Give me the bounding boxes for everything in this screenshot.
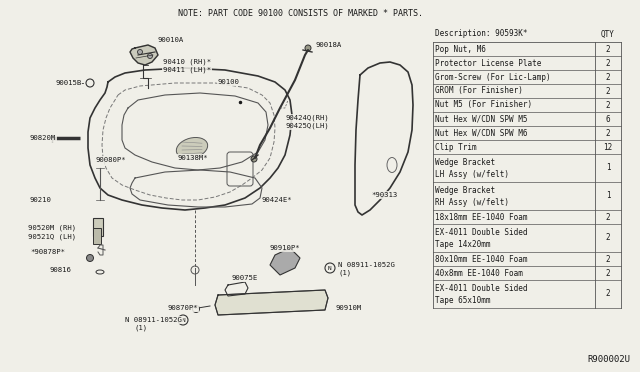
- Circle shape: [138, 49, 143, 55]
- Text: 90816: 90816: [50, 267, 72, 273]
- Text: 2: 2: [605, 100, 611, 109]
- Text: 90424E*: 90424E*: [262, 197, 292, 203]
- Polygon shape: [270, 248, 300, 275]
- Text: N: N: [328, 266, 332, 270]
- Text: 90820M: 90820M: [30, 135, 56, 141]
- Text: Protector License Plate: Protector License Plate: [435, 58, 541, 67]
- Text: N 08911-1052G: N 08911-1052G: [338, 262, 395, 268]
- Text: Clip Trim: Clip Trim: [435, 142, 477, 151]
- Text: 12: 12: [604, 142, 612, 151]
- Text: Description: 90593K*: Description: 90593K*: [435, 29, 527, 38]
- Polygon shape: [215, 290, 328, 315]
- Text: 90910P*: 90910P*: [270, 245, 301, 251]
- Text: 2: 2: [605, 45, 611, 54]
- Text: *90313: *90313: [372, 192, 398, 198]
- Text: 90015B: 90015B: [55, 80, 81, 86]
- Text: RH Assy (w/felt): RH Assy (w/felt): [435, 198, 509, 207]
- Text: 90138M*: 90138M*: [178, 155, 209, 161]
- Text: Nut Hex W/CDN SPW M6: Nut Hex W/CDN SPW M6: [435, 128, 527, 138]
- Text: 90410 (RH)*: 90410 (RH)*: [163, 59, 211, 65]
- Bar: [93, 228, 101, 244]
- Text: 2: 2: [605, 128, 611, 138]
- Text: 90520M (RH): 90520M (RH): [28, 225, 76, 231]
- Text: 18x18mm EE-1040 Foam: 18x18mm EE-1040 Foam: [435, 212, 527, 221]
- Text: EX-4011 Double Sided: EX-4011 Double Sided: [435, 284, 527, 293]
- Text: 2: 2: [605, 58, 611, 67]
- Circle shape: [147, 54, 152, 58]
- Text: 2: 2: [605, 73, 611, 81]
- Text: 2: 2: [605, 87, 611, 96]
- Text: 1: 1: [605, 192, 611, 201]
- Text: Wedge Bracket: Wedge Bracket: [435, 158, 495, 167]
- Text: Nut Hex W/CDN SPW M5: Nut Hex W/CDN SPW M5: [435, 115, 527, 124]
- Text: 90521Q (LH): 90521Q (LH): [28, 234, 76, 240]
- Text: (1): (1): [338, 270, 351, 276]
- Text: *90878P*: *90878P*: [30, 249, 65, 255]
- Text: (1): (1): [135, 325, 148, 331]
- Text: 90075E: 90075E: [232, 275, 259, 281]
- Text: 1: 1: [605, 164, 611, 173]
- Circle shape: [305, 45, 311, 51]
- Text: 90424Q(RH): 90424Q(RH): [285, 115, 329, 121]
- Text: Grom-Screw (For Lic-Lamp): Grom-Screw (For Lic-Lamp): [435, 73, 550, 81]
- Text: R900002U: R900002U: [587, 356, 630, 365]
- Ellipse shape: [177, 138, 207, 158]
- Text: 40x8mm EE-1040 Foam: 40x8mm EE-1040 Foam: [435, 269, 523, 278]
- Text: 2: 2: [605, 234, 611, 243]
- Text: 90100: 90100: [218, 79, 240, 85]
- Text: 6: 6: [605, 115, 611, 124]
- Text: LH Assy (w/felt): LH Assy (w/felt): [435, 170, 509, 179]
- Text: 90910M: 90910M: [335, 305, 361, 311]
- Polygon shape: [130, 45, 158, 65]
- Text: Nut M5 (For Finisher): Nut M5 (For Finisher): [435, 100, 532, 109]
- Text: 90425Q(LH): 90425Q(LH): [285, 123, 329, 129]
- Text: 2: 2: [605, 254, 611, 263]
- Text: 2: 2: [605, 289, 611, 298]
- Text: 2: 2: [605, 212, 611, 221]
- Text: 90018A: 90018A: [315, 42, 341, 48]
- Text: Tape 14x20mm: Tape 14x20mm: [435, 240, 490, 249]
- Text: 90010A: 90010A: [157, 37, 183, 43]
- Text: 90080P*: 90080P*: [95, 157, 125, 163]
- Text: N 08911-1052G: N 08911-1052G: [125, 317, 182, 323]
- Text: N: N: [181, 317, 185, 323]
- Text: Tape 65x10mm: Tape 65x10mm: [435, 296, 490, 305]
- Text: QTY: QTY: [601, 29, 615, 38]
- Text: 2: 2: [605, 269, 611, 278]
- Text: 90870P*: 90870P*: [168, 305, 198, 311]
- Text: GROM (For Finisher): GROM (For Finisher): [435, 87, 523, 96]
- Text: Wedge Bracket: Wedge Bracket: [435, 186, 495, 195]
- Text: EX-4011 Double Sided: EX-4011 Double Sided: [435, 228, 527, 237]
- Text: NOTE: PART CODE 90100 CONSISTS OF MARKED * PARTS.: NOTE: PART CODE 90100 CONSISTS OF MARKED…: [177, 9, 422, 17]
- Text: 90210: 90210: [30, 197, 52, 203]
- Text: Pop Nut, M6: Pop Nut, M6: [435, 45, 486, 54]
- Circle shape: [251, 156, 257, 162]
- Bar: [93, 218, 103, 236]
- Text: 90411 (LH)*: 90411 (LH)*: [163, 67, 211, 73]
- Circle shape: [86, 254, 93, 262]
- Text: 80x10mm EE-1040 Foam: 80x10mm EE-1040 Foam: [435, 254, 527, 263]
